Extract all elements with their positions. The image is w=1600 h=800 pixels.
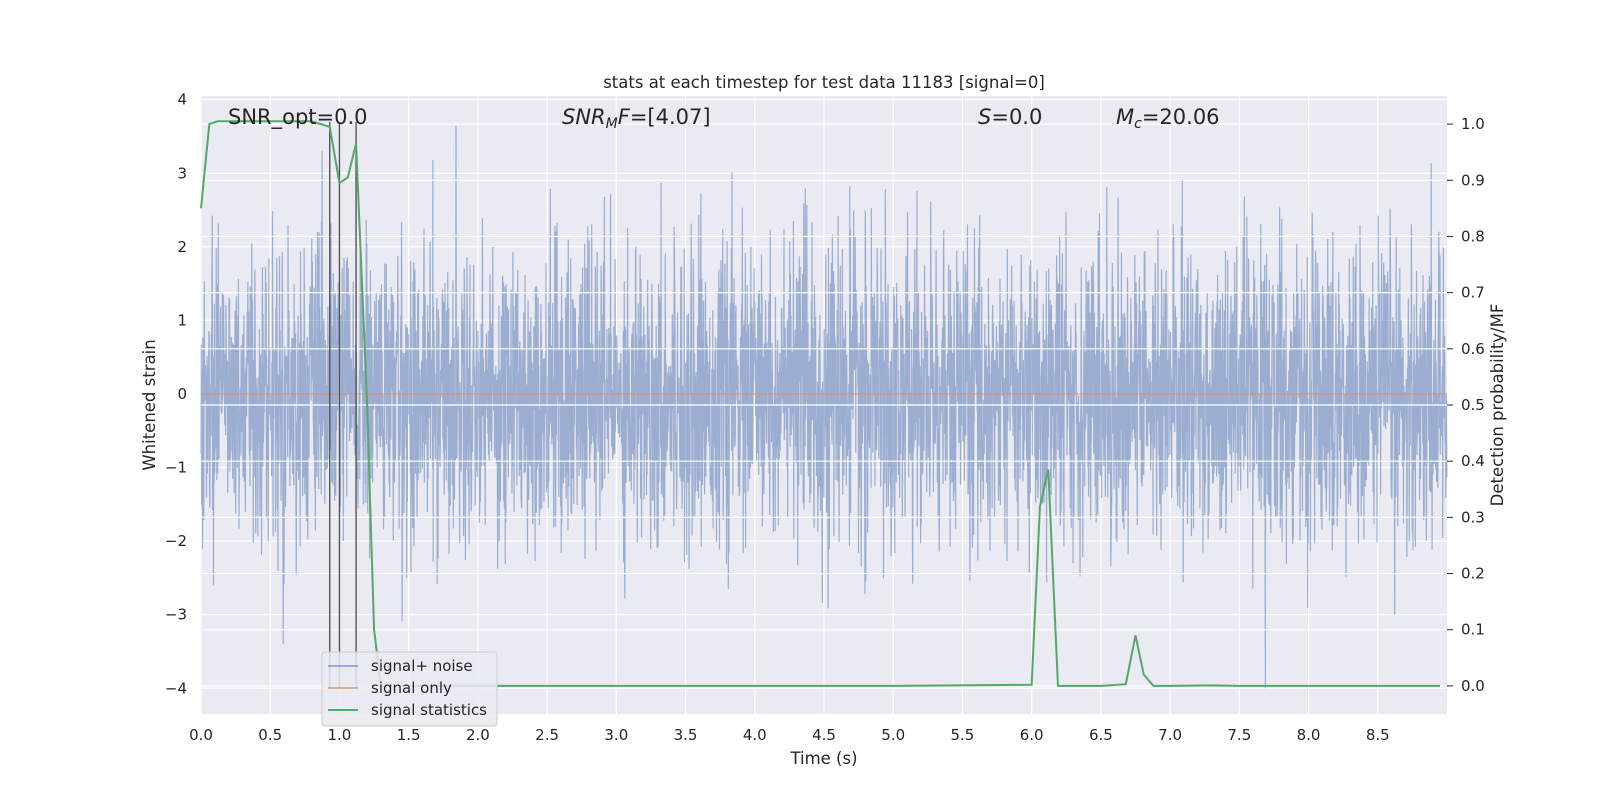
x-tick-label: 3.0 (604, 726, 628, 744)
annotation-snr-opt: SNR_opt=0.0 (228, 105, 368, 130)
x-tick-label: 7.5 (1227, 726, 1251, 744)
y-tick-label: −3 (165, 606, 187, 624)
x-tick-label: 5.0 (881, 726, 905, 744)
y-axis-label: Whitened strain (140, 339, 159, 470)
y-right-tick-label: 0.2 (1461, 565, 1485, 583)
x-tick-label: 6.5 (1089, 726, 1113, 744)
series-signal-statistics (200, 120, 1441, 687)
x-tick-label: 1.5 (397, 726, 421, 744)
y-right-tick-label: 0.6 (1461, 340, 1485, 358)
y-right-tick-label: 0.9 (1461, 171, 1485, 189)
annotation-mc-sub: c (1134, 116, 1142, 132)
x-tick-label: 4.5 (812, 726, 836, 744)
y-right-tick-label: 0.4 (1461, 452, 1485, 470)
y-right-tick-label: 0.3 (1461, 508, 1485, 526)
x-axis-label: Time (s) (789, 749, 857, 768)
annotation-snr-mf-sub: M (606, 116, 618, 132)
annotation-snr-mf-f: F (618, 105, 631, 129)
y-tick-label: −4 (165, 679, 187, 697)
chart-title: stats at each timestep for test data 111… (603, 73, 1045, 92)
x-tick-label: 6.0 (1020, 726, 1044, 744)
x-tick-label: 2.5 (535, 726, 559, 744)
x-tick-label: 0.5 (258, 726, 282, 744)
y-tick-label: −2 (165, 532, 187, 550)
x-tick-label: 8.0 (1297, 726, 1321, 744)
x-tick-label: 3.5 (674, 726, 698, 744)
y-tick-label: −1 (165, 459, 187, 477)
annotation-s-symbol: S (978, 105, 991, 129)
y-right-tick-label: 0.0 (1461, 677, 1485, 695)
annotation-snr-mf-value: =[4.07] (630, 105, 711, 129)
x-tick-label: 4.0 (743, 726, 767, 744)
y-right-tick-label: 1.0 (1461, 115, 1485, 133)
y-right-tick-label: 0.8 (1461, 227, 1485, 245)
legend-label-signal-statistics: signal statistics (371, 701, 487, 719)
y-right-tick-label: 0.5 (1461, 396, 1485, 414)
x-tick-label: 2.0 (466, 726, 490, 744)
y-tick-label: 4 (177, 91, 187, 109)
x-tick-label: 5.5 (951, 726, 975, 744)
annotation-mc: Mc=20.06 (1116, 105, 1220, 132)
legend-label-signal-noise: signal+ noise (371, 657, 473, 675)
y-axis-right-label: Detection probability/MF (1488, 304, 1507, 507)
y-tick-label: 0 (177, 385, 187, 403)
series-signal-noise (200, 125, 1448, 689)
y-right-tick-label: 0.7 (1461, 284, 1485, 302)
annotation-s: S=0.0 (978, 105, 1042, 129)
y-right-tick-label: 0.1 (1461, 621, 1485, 639)
legend-box (321, 651, 498, 727)
legend: signal+ noise signal only signal statist… (321, 651, 498, 727)
x-tick-label: 7.0 (1158, 726, 1182, 744)
y-tick-label: 1 (177, 311, 187, 329)
noise-series (200, 125, 1448, 689)
annotation-mc-value: =20.06 (1142, 105, 1220, 129)
annotation-mc-symbol: M (1116, 105, 1134, 129)
y-tick-label: 2 (177, 238, 187, 256)
legend-label-signal-only: signal only (371, 679, 452, 697)
x-tick-label: 1.0 (328, 726, 352, 744)
annotation-snr-mf-base: SNR (562, 105, 606, 129)
annotation-snr-mf: SNRMF=[4.07] (562, 105, 711, 132)
x-tick-label: 0.0 (189, 726, 213, 744)
x-tick-label: 8.5 (1366, 726, 1390, 744)
annotation-s-value: =0.0 (991, 105, 1042, 129)
y-tick-label: 3 (177, 164, 187, 182)
